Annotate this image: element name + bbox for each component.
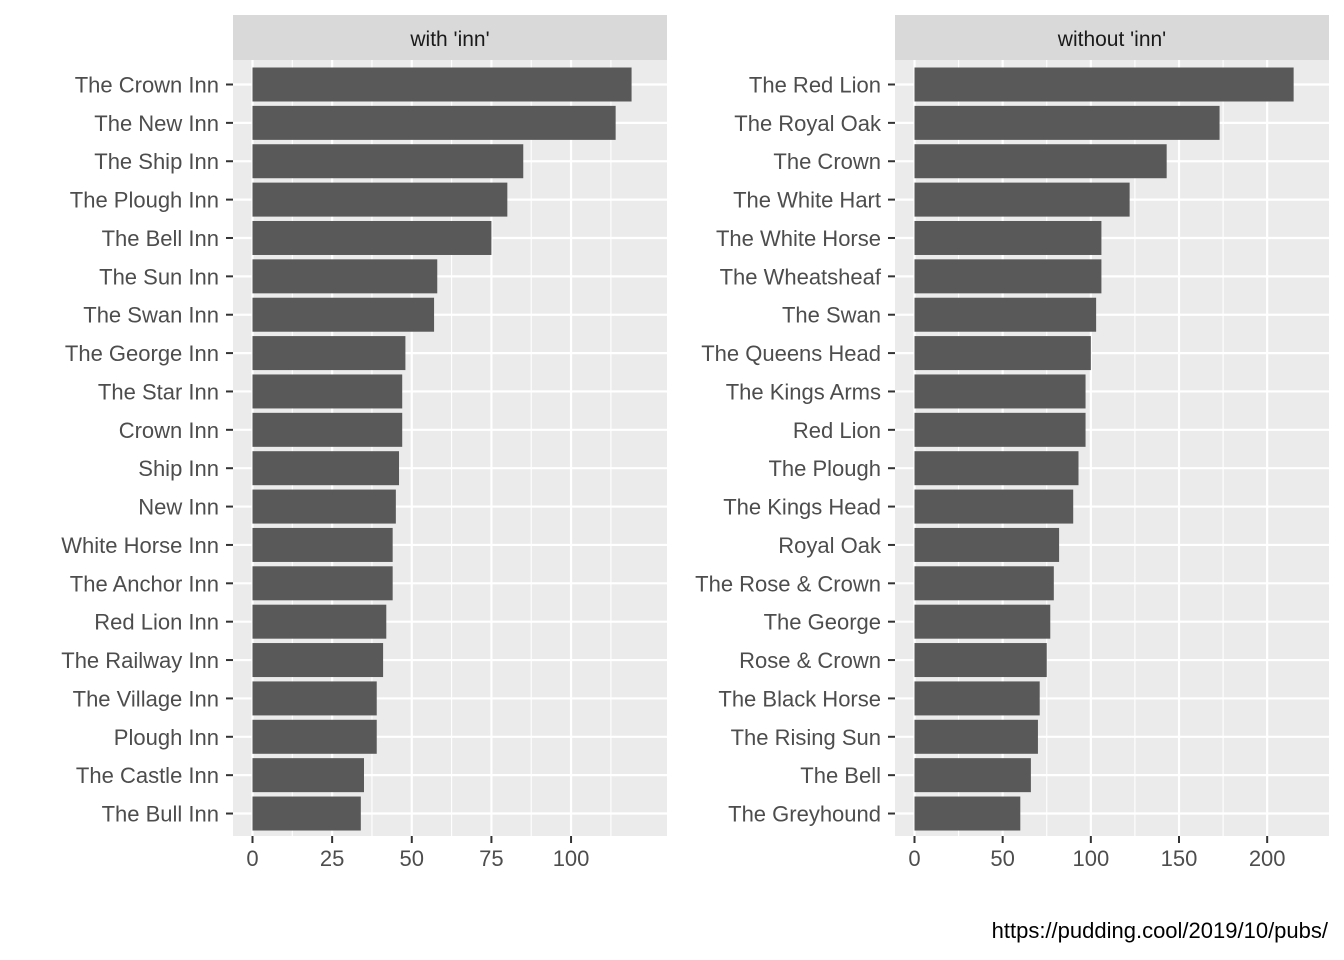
bar — [914, 144, 1167, 179]
x-tick-label: 25 — [320, 846, 344, 871]
bar — [252, 374, 403, 409]
x-tick-label: 50 — [400, 846, 424, 871]
category-label: The Black Horse — [718, 686, 881, 711]
bar — [252, 527, 393, 562]
bar — [252, 259, 438, 294]
category-label: The Village Inn — [73, 686, 219, 711]
bar — [914, 527, 1060, 562]
category-label: Royal Oak — [778, 533, 882, 558]
bar — [914, 681, 1040, 716]
bar — [914, 336, 1091, 371]
bar — [914, 451, 1079, 486]
category-label: The George — [764, 610, 881, 635]
category-label: The George Inn — [65, 341, 219, 366]
bar — [252, 681, 377, 716]
bar — [252, 67, 632, 102]
bar — [914, 566, 1054, 601]
category-label: The Bull Inn — [102, 802, 219, 827]
bar — [252, 182, 508, 217]
facet-strip — [895, 15, 1329, 60]
category-label: The Sun Inn — [99, 264, 219, 289]
x-tick-label: 0 — [908, 846, 920, 871]
category-label: The Castle Inn — [76, 763, 219, 788]
category-label: Ship Inn — [138, 456, 219, 481]
bar — [914, 412, 1086, 447]
category-label: Red Lion Inn — [94, 610, 219, 635]
bar — [252, 604, 387, 639]
category-label: The Plough Inn — [70, 188, 219, 213]
category-label: The Bell — [800, 763, 881, 788]
bar — [252, 643, 384, 678]
bar — [252, 297, 435, 332]
category-label: The Royal Oak — [734, 111, 882, 136]
category-label: The Wheatsheaf — [720, 264, 882, 289]
bar — [252, 758, 364, 793]
category-label: Crown Inn — [119, 418, 219, 443]
x-tick-label: 150 — [1161, 846, 1198, 871]
facet-strip-label: with 'inn' — [409, 28, 489, 51]
facet-strip-label: without 'inn' — [1057, 28, 1166, 51]
category-label: The Red Lion — [749, 73, 881, 98]
bar — [914, 643, 1047, 678]
category-label: The Anchor Inn — [70, 571, 219, 596]
x-tick-label: 0 — [246, 846, 258, 871]
category-label: The New Inn — [94, 111, 219, 136]
bar — [914, 604, 1051, 639]
category-label: The Queens Head — [701, 341, 881, 366]
bar — [252, 105, 616, 140]
bar — [914, 489, 1074, 524]
bar — [252, 144, 524, 179]
bar — [914, 182, 1130, 217]
bar — [914, 796, 1021, 831]
category-label: Rose & Crown — [739, 648, 881, 673]
bar — [252, 796, 361, 831]
bar — [252, 220, 492, 255]
x-tick-label: 100 — [553, 846, 590, 871]
category-label: New Inn — [138, 495, 219, 520]
category-label: The Kings Arms — [726, 379, 881, 404]
bar — [914, 374, 1086, 409]
x-tick-label: 200 — [1249, 846, 1286, 871]
category-label: The Swan — [782, 303, 881, 328]
category-label: Plough Inn — [114, 725, 219, 750]
facet-panel-2: without 'inn' The Red Lion The Royal Oak Th… — [695, 15, 1329, 871]
category-label: White Horse Inn — [61, 533, 219, 558]
category-label: The Railway Inn — [61, 648, 219, 673]
category-label: Red Lion — [793, 418, 881, 443]
x-tick-label: 50 — [990, 846, 1014, 871]
bar — [914, 105, 1220, 140]
bar — [252, 412, 403, 447]
bar — [914, 67, 1294, 102]
bar — [252, 451, 400, 486]
category-label: The Crown — [773, 149, 881, 174]
bar — [914, 297, 1097, 332]
category-label: The Crown Inn — [75, 73, 219, 98]
bar — [914, 719, 1038, 754]
category-label: The Bell Inn — [102, 226, 219, 251]
category-label: The Star Inn — [98, 379, 219, 404]
category-label: The Swan Inn — [83, 303, 219, 328]
facet-strip — [233, 15, 667, 60]
bar — [252, 336, 406, 371]
category-label: The White Hart — [733, 188, 881, 213]
category-label: The Kings Head — [723, 495, 881, 520]
category-label: The Rising Sun — [731, 725, 881, 750]
x-tick-label: 75 — [479, 846, 503, 871]
category-label: The Ship Inn — [94, 149, 219, 174]
bar — [252, 719, 377, 754]
facet-panel-1: with 'inn' The Crown Inn The New Inn The Sh… — [61, 15, 667, 871]
category-label: The White Horse — [716, 226, 881, 251]
bar — [914, 259, 1102, 294]
category-label: The Greyhound — [728, 802, 881, 827]
bar — [914, 758, 1031, 793]
bar — [252, 489, 396, 524]
category-label: The Plough — [768, 456, 881, 481]
category-label: The Rose & Crown — [695, 571, 881, 596]
bar — [914, 220, 1102, 255]
x-tick-label: 100 — [1072, 846, 1109, 871]
bar — [252, 566, 393, 601]
source-caption: https://pudding.cool/2019/10/pubs/ — [991, 918, 1328, 943]
